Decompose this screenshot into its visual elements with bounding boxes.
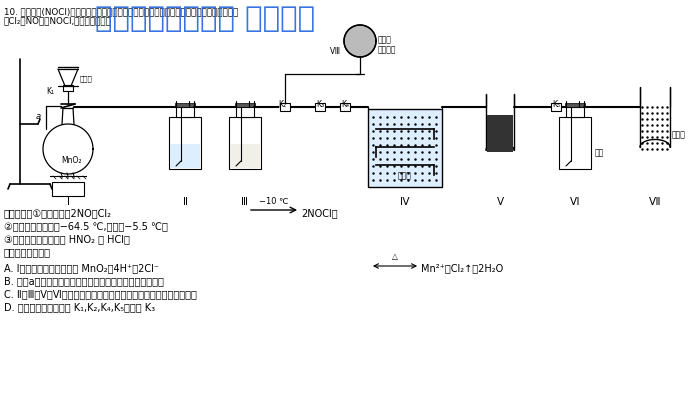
- Text: Ⅳ: Ⅳ: [400, 196, 410, 207]
- Text: K₄: K₄: [341, 100, 349, 109]
- Bar: [559, 118, 591, 170]
- Text: 浓盐酸: 浓盐酸: [80, 75, 92, 81]
- Bar: [235, 104, 255, 108]
- Text: K₂: K₂: [278, 100, 286, 109]
- Text: ③亚硕酰氯易水解生成 HNO₂ 和 HCl。: ③亚硕酰氯易水解生成 HNO₂ 和 HCl。: [4, 234, 130, 243]
- Bar: [52, 182, 84, 196]
- Text: 查阅资料：①制备原理：2NO＋Cl₂: 查阅资料：①制备原理：2NO＋Cl₂: [4, 207, 112, 218]
- Text: B. 导管a的作用为平衡气压，使分液漏斗中的液体顺利流下: B. 导管a的作用为平衡气压，使分液漏斗中的液体顺利流下: [4, 275, 164, 285]
- Bar: [280, 104, 290, 112]
- Bar: [368, 110, 442, 188]
- Text: C. Ⅱ、Ⅲ、V、Ⅵ中依次盛装饱和碳酸氢钙溶液、浓硫酸、碑石灰、水: C. Ⅱ、Ⅲ、V、Ⅵ中依次盛装饱和碳酸氢钙溶液、浓硫酸、碑石灰、水: [4, 288, 197, 298]
- Bar: [236, 108, 254, 118]
- Bar: [169, 118, 201, 170]
- Text: Ⅶ: Ⅶ: [650, 196, 661, 207]
- Text: 2NOCl；: 2NOCl；: [301, 207, 337, 218]
- Text: 尾气处理: 尾气处理: [378, 45, 396, 54]
- Text: ②亚硕酰氯的熶点：−64.5 ℃,永点：−5.5 ℃；: ②亚硕酰氯的熶点：−64.5 ℃,永点：−5.5 ℃；: [4, 220, 168, 230]
- Text: Mn²⁺＋Cl₂↑＋2H₂O: Mn²⁺＋Cl₂↑＋2H₂O: [421, 262, 503, 272]
- Bar: [229, 118, 261, 170]
- Text: K₃: K₃: [316, 100, 324, 109]
- Bar: [230, 145, 260, 169]
- Bar: [63, 86, 73, 92]
- Bar: [340, 104, 350, 112]
- Bar: [175, 104, 195, 108]
- Bar: [566, 108, 584, 118]
- Text: △: △: [392, 252, 398, 261]
- Text: 铜丝: 铜丝: [595, 148, 604, 157]
- Text: I: I: [66, 196, 69, 207]
- Bar: [551, 104, 561, 112]
- Text: V: V: [496, 196, 503, 207]
- Text: A. Ⅰ中反应的离子方程式为 MnO₂＋4H⁺＋2Cl⁻: A. Ⅰ中反应的离子方程式为 MnO₂＋4H⁺＋2Cl⁻: [4, 262, 159, 272]
- Bar: [565, 104, 585, 108]
- Text: 冰盐水: 冰盐水: [398, 171, 412, 180]
- Text: a: a: [36, 112, 41, 121]
- Text: Ⅷ: Ⅷ: [330, 47, 340, 56]
- Text: 碑石灰: 碑石灰: [378, 35, 392, 44]
- Circle shape: [344, 26, 376, 58]
- Text: D. 反应开始时，先打开 K₁,K₂,K₄,K₅，关闭 K₃: D. 反应开始时，先打开 K₁,K₂,K₄,K₅，关闭 K₃: [4, 301, 155, 311]
- Text: 稀硫酸: 稀硫酸: [672, 130, 686, 139]
- Text: K₅: K₅: [552, 100, 560, 109]
- Text: −10 ℃: −10 ℃: [259, 196, 288, 205]
- Text: MnO₂: MnO₂: [61, 155, 81, 164]
- Text: 10. 亚硕酰氯(NOCl)常用于合成洗涤剂、触媒及有机合成中的重要中间体，某化学兴趣小组利: 10. 亚硕酰氯(NOCl)常用于合成洗涤剂、触媒及有机合成中的重要中间体，某化…: [4, 7, 239, 16]
- Text: 微信公众号关注： 趣找答案: 微信公众号关注： 趣找答案: [95, 5, 315, 33]
- Bar: [170, 145, 200, 169]
- Bar: [315, 104, 325, 112]
- Text: Ⅱ: Ⅱ: [183, 196, 188, 207]
- Text: K₁: K₁: [46, 86, 54, 95]
- Bar: [176, 108, 194, 118]
- Text: Ⅵ: Ⅵ: [570, 196, 580, 207]
- Text: 用Cl₂和NO合成NOCl,实验装置如下：: 用Cl₂和NO合成NOCl,实验装置如下：: [4, 16, 112, 25]
- Bar: [487, 115, 513, 153]
- Text: Ⅲ: Ⅲ: [241, 196, 248, 207]
- Text: 下列说法错误的是: 下列说法错误的是: [4, 246, 51, 256]
